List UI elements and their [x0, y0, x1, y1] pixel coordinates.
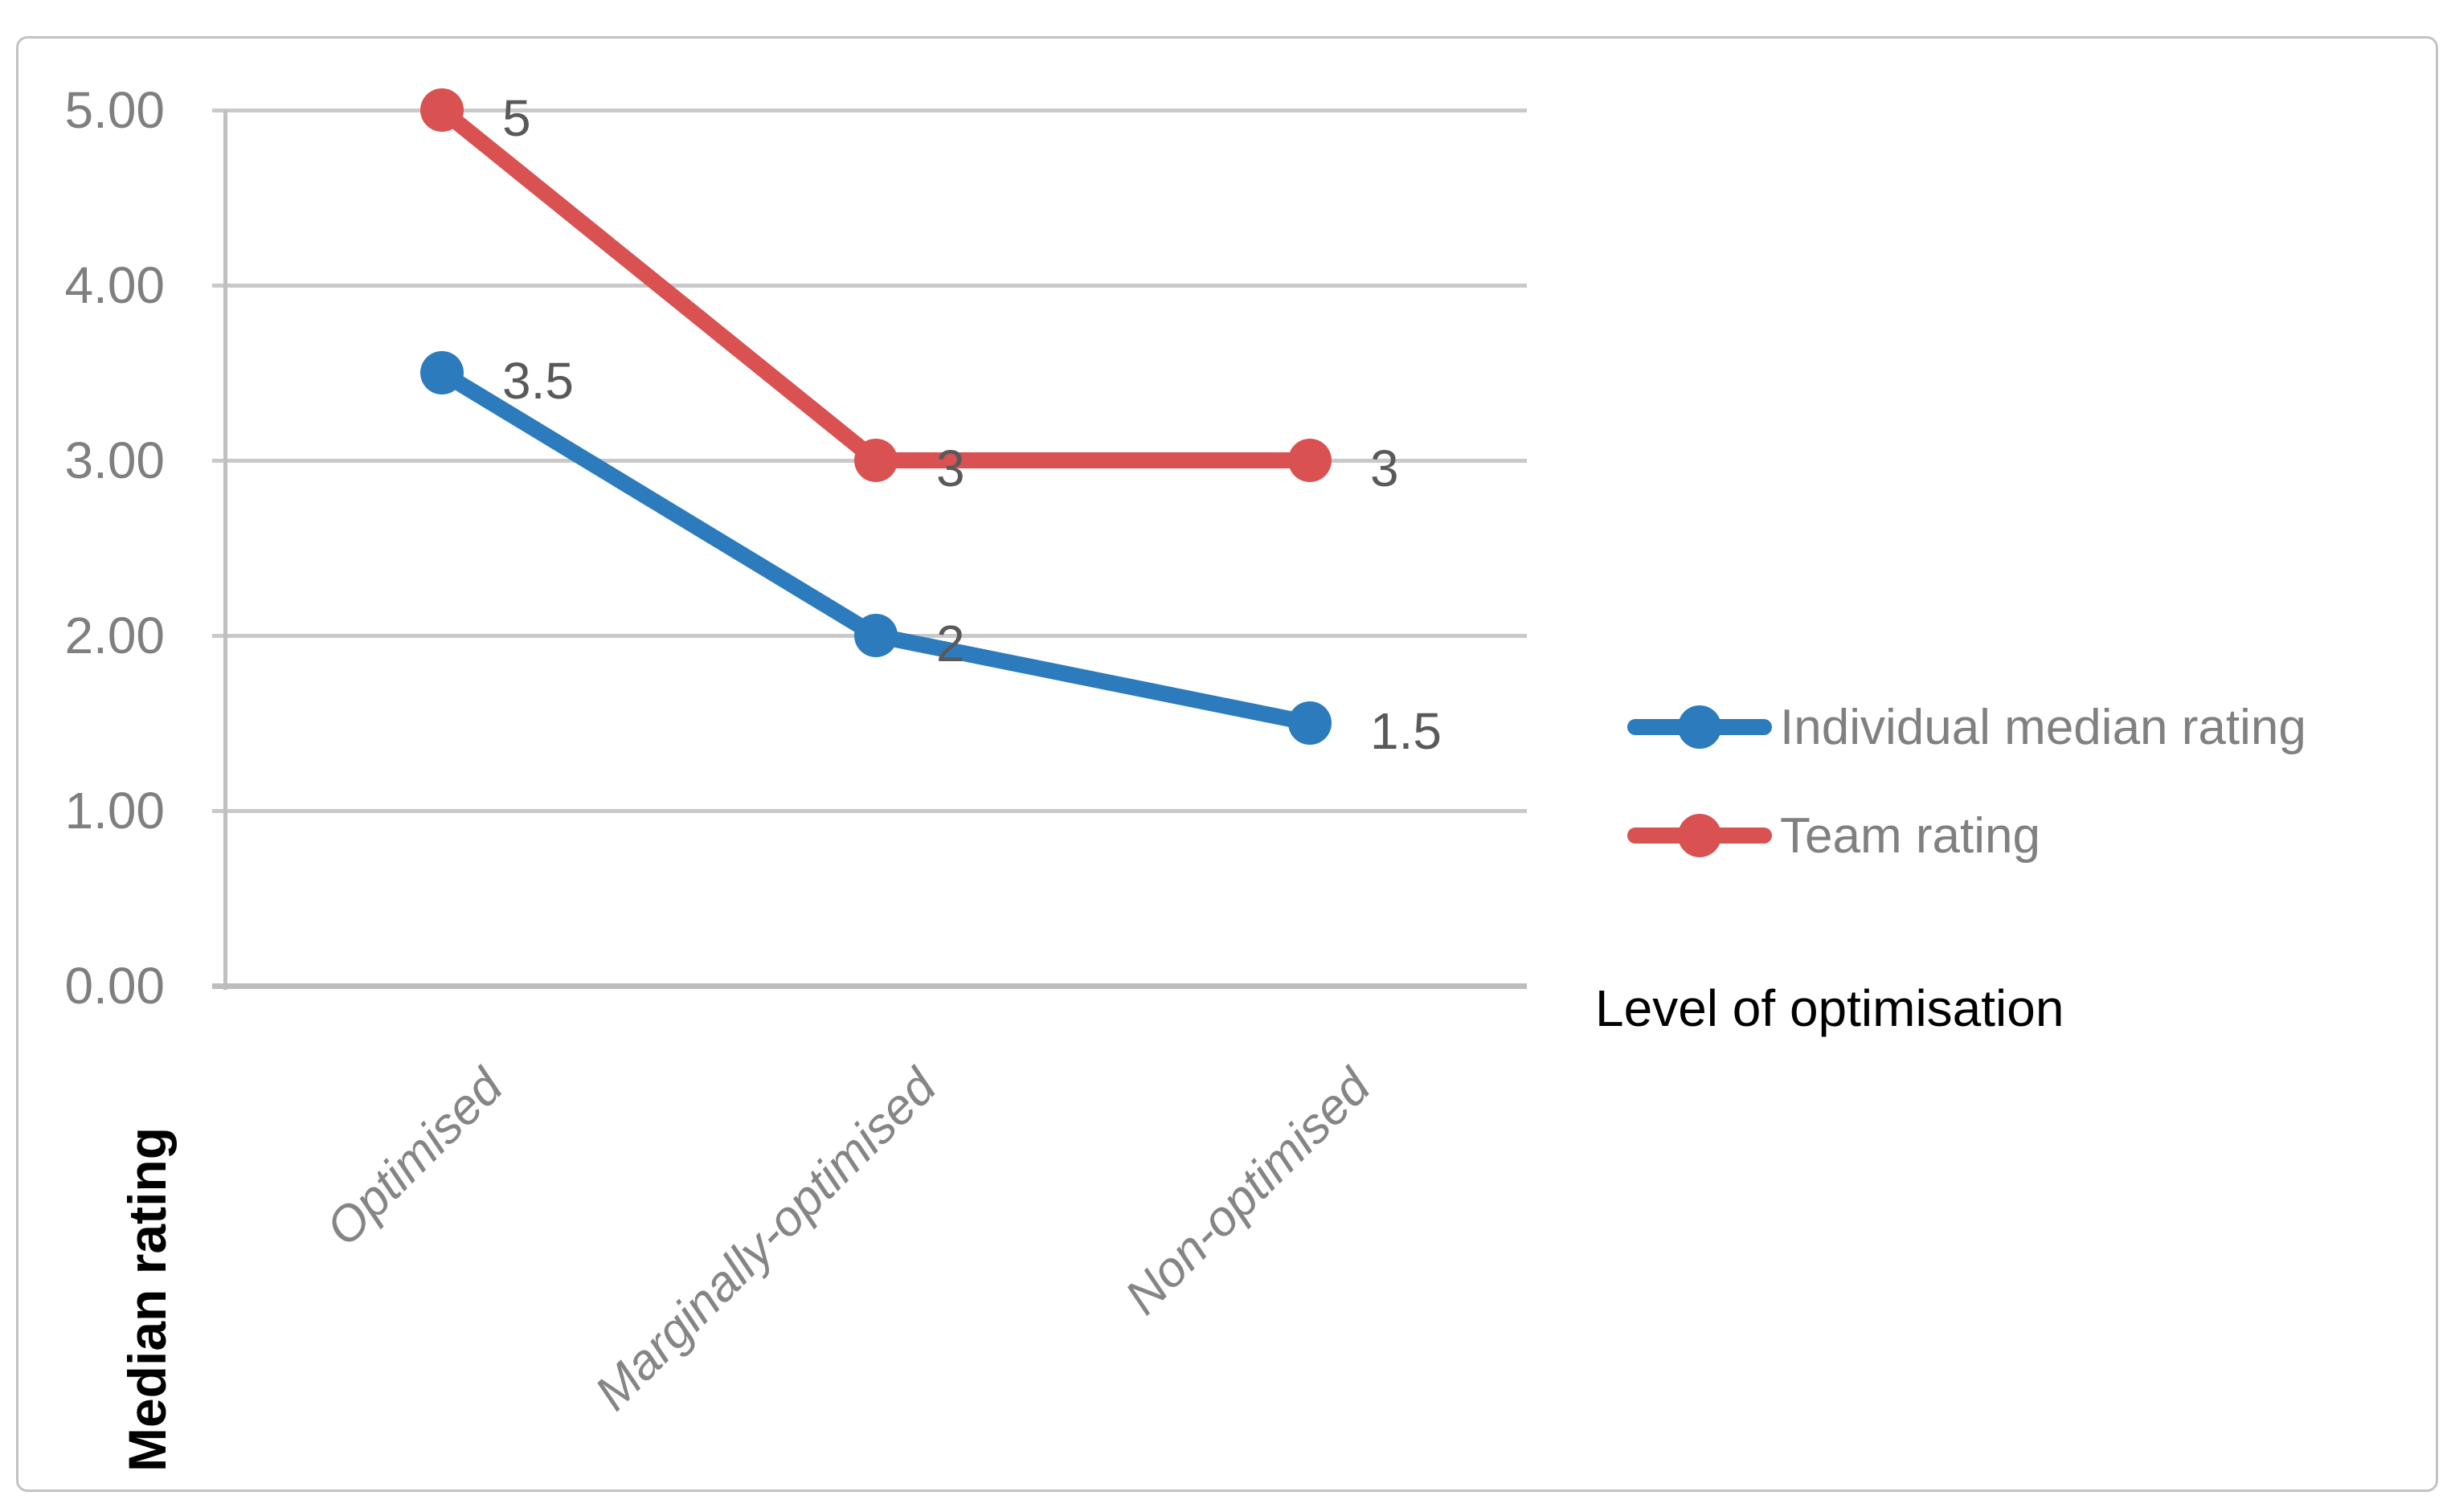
data-point-individual-median-rating [854, 614, 898, 657]
legend-marker-dot [1678, 705, 1721, 749]
data-label-team-rating: 3 [1370, 439, 1399, 497]
data-label-individual-median-rating: 3.5 [502, 352, 574, 410]
data-point-team-rating [854, 439, 898, 482]
legend-line-marker-icon [1627, 683, 1772, 771]
data-label-team-rating: 5 [502, 89, 531, 147]
data-label-individual-median-rating: 1.5 [1370, 702, 1442, 760]
y-tick-label: 3.00 [64, 431, 165, 489]
x-axis-title: Level of optimisation [1595, 979, 2064, 1037]
data-label-individual-median-rating: 2 [936, 615, 965, 672]
y-gridline [212, 809, 1527, 813]
data-point-individual-median-rating [1288, 701, 1332, 745]
y-gridline [212, 284, 1527, 288]
data-label-team-rating: 3 [936, 439, 965, 497]
series-line-individual-median-rating [434, 365, 1318, 731]
y-tick-label: 5.00 [64, 81, 165, 139]
y-tick-label: 4.00 [64, 256, 165, 314]
data-point-team-rating [420, 88, 464, 132]
legend-item: Individual median rating [1627, 683, 2306, 771]
legend-label: Team rating [1780, 807, 2040, 864]
data-point-team-rating [1288, 439, 1332, 482]
legend-item: Team rating [1627, 791, 2040, 880]
legend-label: Individual median rating [1780, 699, 2306, 755]
x-axis-line [212, 983, 1527, 989]
y-axis-title: Median rating [117, 1126, 177, 1472]
legend-line-marker-icon [1627, 791, 1772, 880]
data-point-individual-median-rating [420, 351, 464, 394]
y-tick-label: 1.00 [64, 782, 165, 840]
y-tick-label: 0.00 [64, 957, 165, 1015]
legend-marker-dot [1678, 814, 1721, 857]
y-tick-label: 2.00 [64, 607, 165, 664]
y-axis-line [223, 110, 227, 990]
chart-border-frame [16, 36, 2438, 1492]
y-gridline [212, 108, 1527, 112]
